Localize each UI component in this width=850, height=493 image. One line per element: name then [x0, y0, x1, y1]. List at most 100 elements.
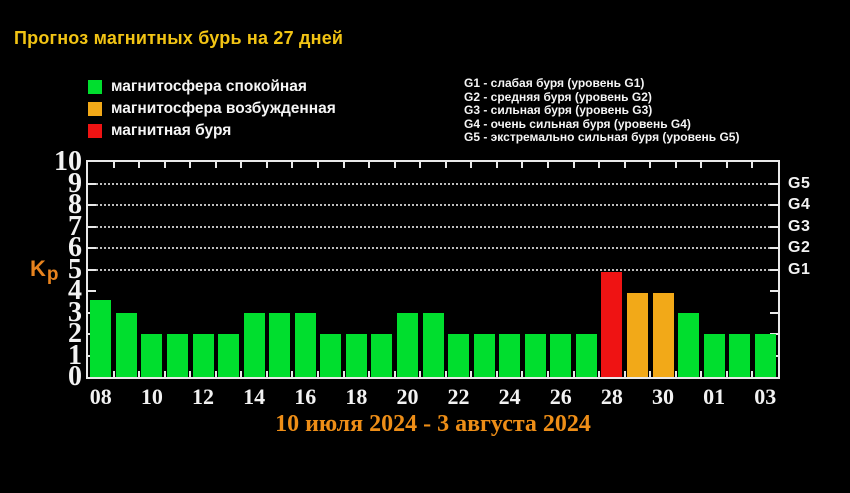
x-axis-tick-bottom — [163, 371, 166, 377]
y-axis-tick — [88, 204, 96, 206]
x-axis-tick-top — [189, 162, 192, 168]
bar-day-28 — [601, 271, 623, 377]
x-tick-label-24: 24 — [498, 384, 521, 409]
legend-label-quiet: магнитосфера спокойная — [111, 78, 307, 95]
x-axis-tick-top — [419, 162, 422, 168]
bar-day-16 — [294, 312, 316, 377]
y-axis-tick-right — [770, 204, 778, 206]
x-tick-label-14: 14 — [243, 384, 266, 409]
y-axis-tick-right — [770, 247, 778, 249]
bar-day-24 — [499, 334, 521, 377]
x-axis-tick-top — [444, 162, 447, 168]
x-axis-tick-bottom — [674, 371, 677, 377]
legend-item-quiet: магнитосфера спокойная — [88, 78, 336, 95]
x-tick-label-22: 22 — [447, 384, 470, 409]
x-axis-tick-top — [368, 162, 371, 168]
bar-day-09 — [115, 312, 137, 377]
x-axis-tick-top — [138, 162, 141, 168]
bar-day-31 — [678, 312, 700, 377]
storm-level-legend: G1 - слабая буря (уровень G1) G2 - средн… — [464, 76, 740, 145]
x-axis-tick-bottom — [393, 371, 396, 377]
y-tick-label-7: 7 — [68, 210, 82, 242]
date-range-caption: 10 июля 2024 - 3 августа 2024 — [275, 411, 591, 437]
bar-day-22 — [448, 334, 470, 377]
x-axis-tick-bottom — [138, 371, 141, 377]
x-axis-tick-top — [342, 162, 345, 168]
x-tick-label-08: 08 — [89, 384, 112, 409]
bar-day-11 — [166, 334, 188, 377]
bar-day-20 — [396, 312, 418, 377]
x-axis-tick-top — [317, 162, 319, 168]
x-axis-tick-bottom — [214, 371, 217, 377]
x-axis-tick-bottom — [419, 371, 422, 377]
x-axis-tick-top — [547, 162, 549, 168]
x-axis-tick-top — [725, 162, 728, 168]
x-axis-tick-bottom — [112, 371, 115, 377]
y-axis-tick-right — [770, 225, 778, 228]
x-tick-label-03: 03 — [754, 384, 777, 409]
gridline-kp-6 — [88, 247, 778, 249]
y-axis-label-kp: Kp — [30, 256, 59, 285]
g-level-label-g1: G1 — [788, 260, 811, 278]
kp-bar-chart-plot-area — [86, 160, 780, 379]
y-tick-label-1: 1 — [68, 339, 82, 371]
x-tick-label-30: 30 — [652, 384, 674, 409]
x-axis-tick-top — [649, 162, 652, 168]
x-tick-label-16: 16 — [294, 384, 317, 409]
y-tick-label-2: 2 — [68, 318, 82, 349]
bar-day-02 — [729, 334, 751, 377]
x-axis-tick-bottom — [572, 371, 575, 377]
y-axis-tick-right — [770, 290, 778, 292]
y-tick-label-8: 8 — [68, 189, 82, 220]
x-axis-tick-top — [623, 162, 626, 168]
storm-level-g5: G5 - экстремально сильная буря (уровень … — [464, 130, 740, 145]
storm-level-g4: G4 - очень сильная буря (уровень G4) — [464, 116, 691, 131]
x-axis-tick-top — [700, 162, 703, 168]
y-tick-label-6: 6 — [68, 232, 82, 263]
bar-day-29 — [626, 293, 648, 377]
x-axis-tick-top — [751, 162, 754, 168]
x-axis-tick-top — [572, 162, 575, 168]
gridline-kp-9 — [88, 182, 778, 185]
storm-level-g3: G3 - сильная буря (уровень G3) — [464, 103, 653, 118]
x-axis-tick-bottom — [649, 371, 652, 377]
y-tick-label-10: 10 — [54, 146, 82, 177]
bar-day-10 — [141, 334, 163, 377]
x-axis-tick-bottom — [240, 371, 243, 377]
y-tick-label-3: 3 — [68, 296, 82, 328]
gridline-kp-5 — [88, 268, 778, 271]
x-axis-tick-bottom — [317, 371, 319, 377]
x-tick-label-26: 26 — [549, 384, 572, 409]
gridline-kp-8 — [88, 204, 778, 206]
page-title: Прогноз магнитных бурь на 27 дней — [14, 28, 344, 48]
legend-item-storm: магнитная буря — [88, 122, 336, 139]
x-axis-tick-bottom — [444, 371, 447, 377]
x-axis-tick-bottom — [725, 371, 728, 377]
y-axis-tick — [88, 247, 96, 249]
g-level-label-g4: G4 — [788, 196, 811, 213]
bar-day-01 — [703, 334, 725, 377]
x-tick-label-28: 28 — [600, 384, 623, 409]
x-axis-tick-top — [265, 162, 268, 168]
x-tick-label-12: 12 — [192, 384, 214, 409]
y-axis-tick — [88, 268, 96, 271]
gridline-kp-7 — [88, 225, 778, 228]
bar-day-14 — [243, 312, 265, 377]
x-axis-tick-bottom — [521, 371, 524, 377]
y-axis-tick-right — [770, 268, 778, 271]
y-axis-tick-right — [770, 182, 778, 185]
bar-day-03 — [754, 334, 776, 377]
x-axis-tick-top — [521, 162, 524, 168]
x-axis-tick-top — [240, 162, 243, 168]
x-axis-tick-bottom — [547, 371, 549, 377]
x-axis-tick-top — [674, 162, 677, 168]
x-axis-tick-top — [495, 162, 498, 168]
y-axis-tick-right — [770, 311, 778, 314]
storm-level-g2: G2 - средняя буря (уровень G2) — [464, 89, 652, 104]
x-axis-tick-bottom — [342, 371, 345, 377]
y-axis-tick — [88, 182, 96, 185]
x-axis-tick-top — [470, 162, 473, 168]
x-axis-tick-bottom — [291, 371, 294, 377]
bar-day-21 — [422, 312, 444, 377]
